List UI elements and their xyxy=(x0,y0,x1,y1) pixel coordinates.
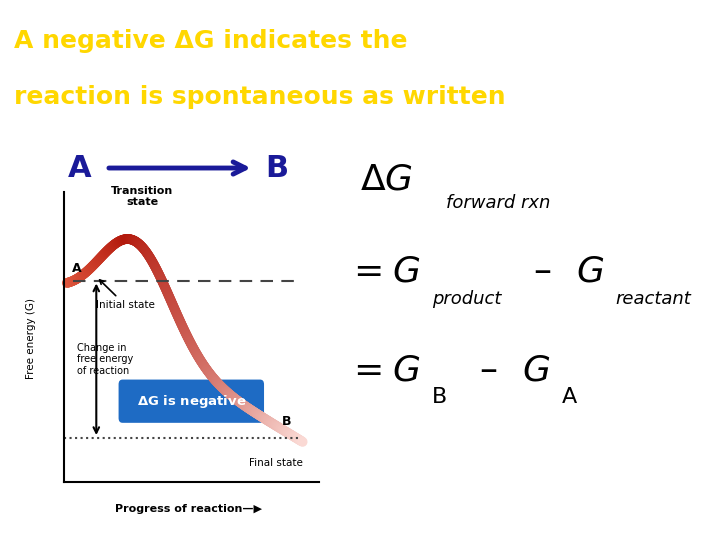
Text: B: B xyxy=(282,415,291,428)
Text: Progress of reaction—▶: Progress of reaction—▶ xyxy=(114,504,261,515)
Text: =: = xyxy=(353,354,383,388)
Text: Transition
state: Transition state xyxy=(111,186,174,207)
Text: $G$: $G$ xyxy=(392,255,420,289)
Text: $\mathbf{\Delta G}$ is negative: $\mathbf{\Delta G}$ is negative xyxy=(137,393,246,410)
Text: reaction is spontaneous as written: reaction is spontaneous as written xyxy=(14,85,506,109)
Text: product: product xyxy=(432,289,501,308)
Text: =: = xyxy=(353,255,383,289)
Text: $G$: $G$ xyxy=(392,354,420,388)
Text: B: B xyxy=(265,153,288,183)
Text: –: – xyxy=(479,354,497,388)
Text: B: B xyxy=(432,387,447,407)
Text: $G$: $G$ xyxy=(522,354,550,388)
Text: A negative ΔG indicates the: A negative ΔG indicates the xyxy=(14,30,408,53)
Text: reactant: reactant xyxy=(616,289,691,308)
Text: Initial state: Initial state xyxy=(96,280,156,310)
FancyBboxPatch shape xyxy=(119,380,264,423)
Text: $G$: $G$ xyxy=(576,255,604,289)
Text: A: A xyxy=(562,387,577,407)
Text: A: A xyxy=(72,262,81,275)
Text: forward rxn: forward rxn xyxy=(446,194,551,212)
Text: $\Delta G$: $\Delta G$ xyxy=(360,163,413,197)
Text: –: – xyxy=(533,255,551,289)
Text: Free energy (G): Free energy (G) xyxy=(26,298,36,379)
Text: A: A xyxy=(68,153,91,183)
Text: Final state: Final state xyxy=(249,458,302,468)
Text: Change in
free energy
of reaction: Change in free energy of reaction xyxy=(76,343,133,376)
